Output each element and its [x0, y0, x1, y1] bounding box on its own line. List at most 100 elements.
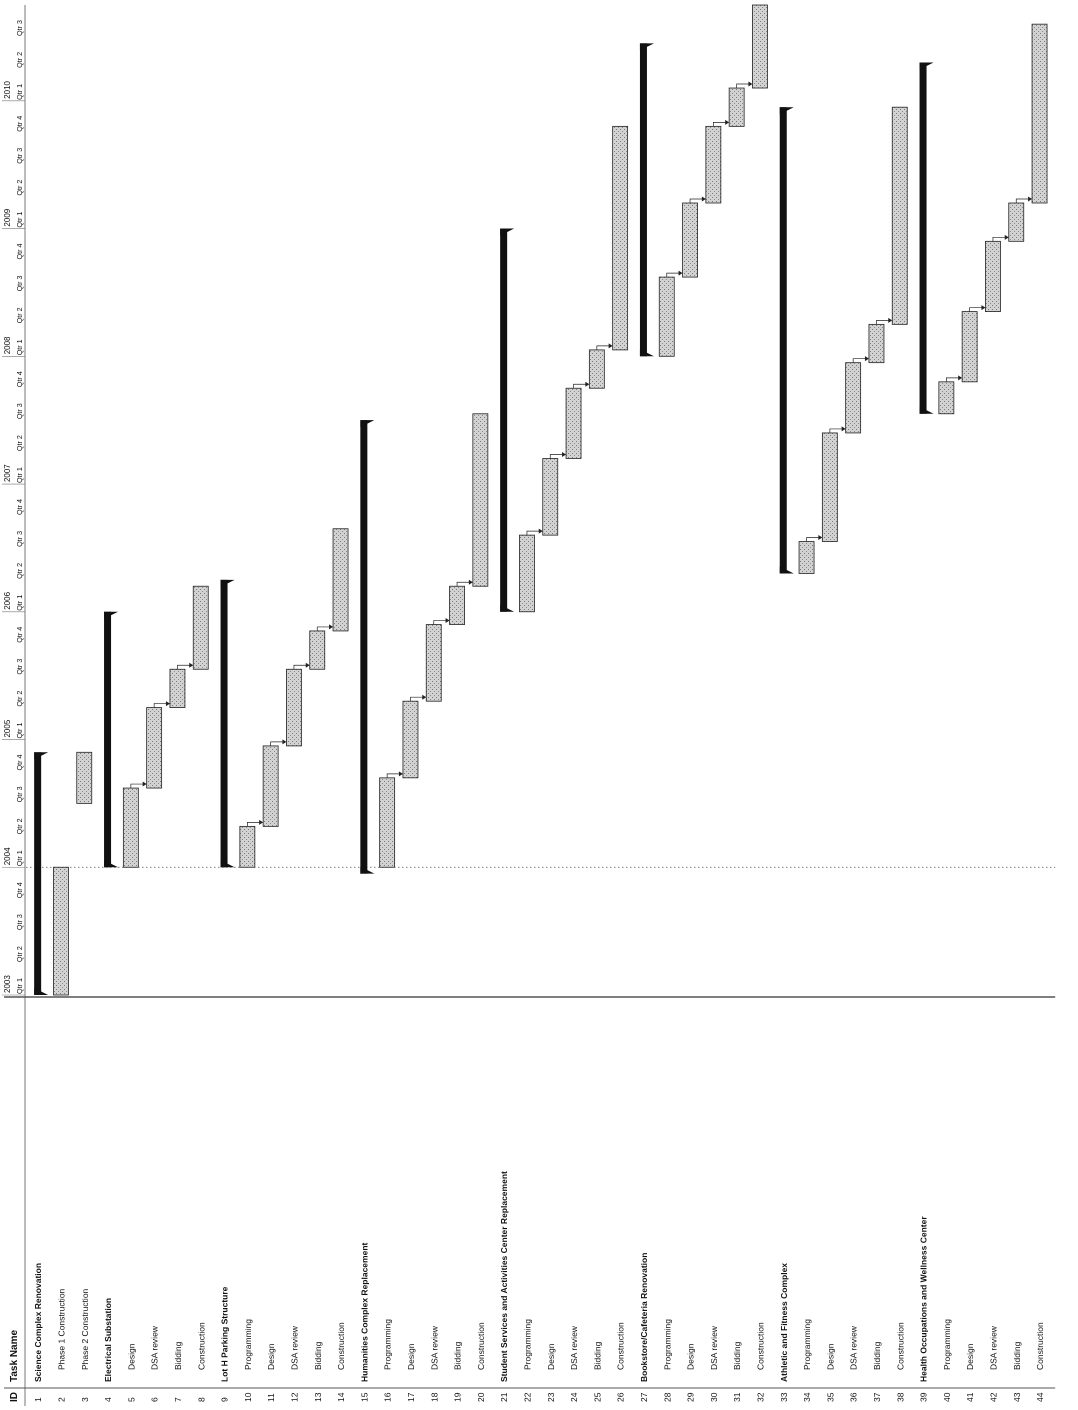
task-name: Bidding [732, 1341, 742, 1370]
task-id: 1 [33, 1397, 43, 1402]
task-id: 10 [243, 1392, 253, 1402]
task-bar [192, 585, 209, 670]
dependency-link [876, 320, 890, 325]
task-bar [798, 541, 815, 574]
task-bar [122, 787, 139, 868]
year-label: 2006 [3, 591, 12, 609]
task-bar [332, 528, 349, 632]
task-id: 42 [988, 1392, 998, 1402]
task-bar [705, 125, 722, 204]
task-rows: 1 Science Complex Renovation 2 Phase 1 Cons… [33, 1171, 1045, 1402]
dependency-link [946, 377, 960, 382]
year-label: 2004 [3, 847, 12, 865]
task-bar [961, 311, 978, 383]
task-bar [76, 751, 93, 804]
task-id: 8 [196, 1397, 206, 1402]
summary-bar-end-cap [34, 752, 49, 760]
task-id: 24 [569, 1392, 579, 1402]
quarter-label: Qtr 3 [15, 20, 24, 36]
dependency-link [177, 664, 191, 670]
summary-bar-start-cap [919, 406, 934, 414]
task-id: 11 [266, 1393, 276, 1402]
dependency-link [713, 122, 727, 127]
quarter-label: Qtr 1 [15, 978, 24, 994]
quarter-label: Qtr 2 [15, 818, 24, 834]
year-label: 2008 [3, 336, 12, 354]
task-id: 40 [942, 1392, 952, 1402]
dependency-link [293, 664, 307, 670]
dependency-arrowhead [562, 451, 567, 457]
task-name: Bidding [453, 1341, 463, 1370]
task-name: Construction [336, 1322, 346, 1370]
dependency-arrowhead [329, 624, 334, 630]
dependency-link [526, 530, 540, 536]
task-id: 29 [686, 1392, 696, 1402]
summary-task-name: Humanities Complex Replacement [359, 1242, 369, 1382]
task-name: Construction [616, 1322, 626, 1370]
task-name: Construction [1035, 1322, 1045, 1370]
task-name: Design [825, 1343, 835, 1370]
quarter-label: Qtr 4 [15, 754, 24, 770]
task-name: DSA review [150, 1325, 160, 1370]
dependency-arrowhead [305, 662, 310, 668]
task-id: 43 [1012, 1392, 1022, 1402]
summary-task-name: Electrical Substation [103, 1298, 113, 1382]
task-name: Bidding [872, 1341, 882, 1370]
dependency-arrowhead [958, 375, 963, 381]
dependency-arrowhead [701, 196, 706, 202]
summary-task-name: Lot H Parking Structure [220, 1286, 230, 1382]
dependency-arrowhead [888, 317, 893, 323]
quarter-label: Qtr 4 [15, 371, 24, 387]
task-bar [425, 624, 442, 702]
task-name: Bidding [313, 1341, 323, 1370]
task-name: DSA review [849, 1325, 859, 1370]
summary-bar-start-cap [360, 866, 375, 874]
task-id: 44 [1035, 1392, 1045, 1402]
quarter-label: Qtr 1 [15, 723, 24, 739]
task-bar [309, 630, 326, 670]
dependency-arrowhead [538, 528, 543, 534]
task-bar [1008, 202, 1025, 242]
task-bar [53, 866, 69, 996]
summary-bar [360, 420, 368, 874]
quarter-label: Qtr 1 [15, 595, 24, 611]
task-name: Programming [243, 1319, 253, 1370]
dependency-arrowhead [189, 662, 194, 668]
quarter-label: Qtr 3 [15, 659, 24, 675]
summary-bar-end-cap [360, 420, 375, 428]
summary-task-name: Athletic and Fitness Complex [779, 1263, 789, 1382]
dependency-arrowhead [608, 343, 613, 349]
summary-bar-end-cap [220, 579, 235, 587]
quarter-label: Qtr 2 [15, 691, 24, 707]
chart-grid [4, 5, 1056, 1406]
task-bar [146, 707, 163, 789]
task-name: Design [126, 1343, 136, 1370]
dependency-link [270, 741, 284, 746]
dependency-arrowhead [398, 771, 403, 777]
task-id: 21 [499, 1392, 509, 1402]
dependency-arrowhead [725, 119, 730, 125]
quarter-label: Qtr 4 [15, 116, 24, 132]
dependency-arrowhead [1004, 234, 1009, 240]
quarter-label: Qtr 3 [15, 914, 24, 930]
quarter-label: Qtr 3 [15, 531, 24, 547]
summary-bar [34, 752, 42, 995]
summary-bar-start-cap [639, 349, 654, 357]
dependency-link [596, 345, 610, 350]
task-id: 6 [150, 1397, 160, 1402]
task-name: DSA review [429, 1325, 439, 1370]
dependency-link [130, 783, 144, 789]
task-id: 7 [173, 1397, 183, 1402]
dependency-arrowhead [142, 781, 147, 787]
dependency-link [410, 696, 424, 702]
dependency-arrowhead [981, 305, 986, 311]
task-bar [169, 668, 186, 708]
quarter-label: Qtr 1 [15, 339, 24, 355]
task-name: Programming [662, 1319, 672, 1370]
quarter-label: Qtr 3 [15, 403, 24, 419]
quarter-label: Qtr 2 [15, 180, 24, 196]
quarter-label: Qtr 1 [15, 467, 24, 483]
summary-bar [220, 579, 228, 868]
task-name: Construction [755, 1322, 765, 1370]
